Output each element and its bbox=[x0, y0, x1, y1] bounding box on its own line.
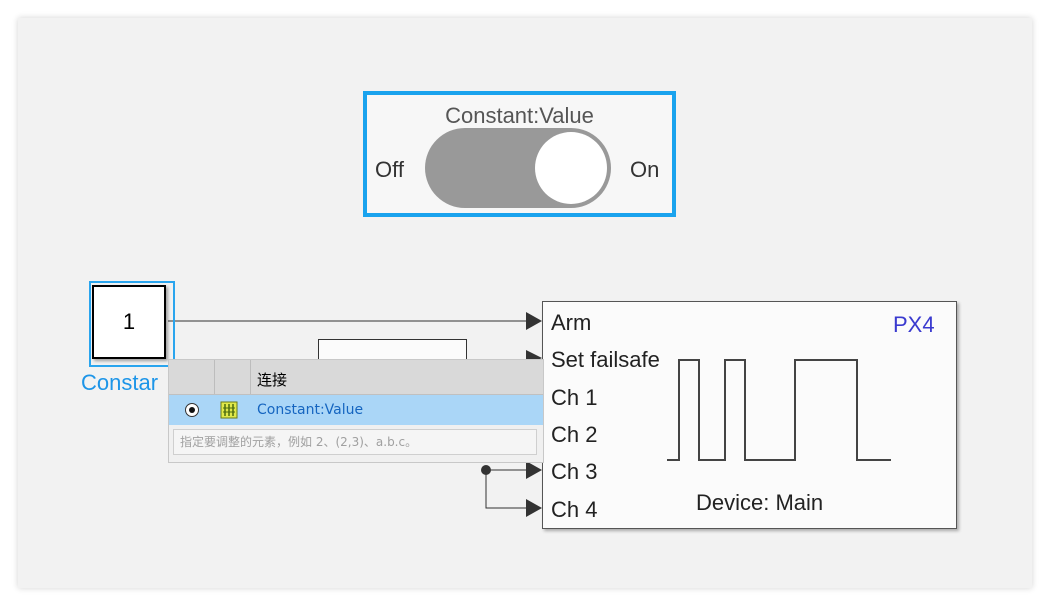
toggle-on-label: On bbox=[630, 157, 660, 182]
constant-block[interactable]: 1 bbox=[92, 285, 166, 359]
radio-selected-icon[interactable] bbox=[185, 403, 199, 417]
header-cell-radio bbox=[169, 360, 215, 394]
toggle-off-label: Off bbox=[375, 157, 404, 182]
connection-popup[interactable]: 连接 Constant:Value bbox=[168, 359, 544, 463]
constant-value: 1 bbox=[122, 309, 136, 334]
px4-device-label: Device: Main bbox=[696, 490, 824, 515]
header-connect-label: 连接 bbox=[257, 371, 288, 389]
signal-element-icon bbox=[220, 401, 238, 419]
constant-block-selection bbox=[89, 281, 175, 367]
popup-header: 连接 bbox=[169, 360, 543, 395]
port-set-failsafe: Set failsafe bbox=[551, 347, 660, 372]
port-ch1: Ch 1 bbox=[551, 385, 598, 410]
hidden-block[interactable] bbox=[318, 339, 467, 362]
connection-row-label: Constant:Value bbox=[257, 402, 364, 418]
element-filter-input[interactable] bbox=[173, 429, 537, 455]
header-cell-icon bbox=[215, 360, 251, 394]
port-ch3: Ch 3 bbox=[551, 459, 598, 484]
toggle-knob[interactable] bbox=[535, 132, 607, 204]
toggle-switch[interactable] bbox=[425, 128, 611, 208]
constant-block-name[interactable]: Constar bbox=[81, 370, 159, 395]
toggle-switch-block[interactable]: Constant:Value Off On bbox=[363, 91, 676, 217]
px4-block[interactable]: Arm Set failsafe Ch 1 Ch 2 Ch 3 Ch 4 PX4… bbox=[542, 301, 957, 529]
pwm-wave-icon bbox=[667, 359, 891, 461]
toggle-title: Constant:Value bbox=[445, 103, 594, 128]
port-ch4: Ch 4 bbox=[551, 497, 598, 522]
port-arm: Arm bbox=[551, 310, 592, 335]
px4-title: PX4 bbox=[893, 312, 935, 337]
port-ch2: Ch 2 bbox=[551, 422, 598, 447]
connection-row[interactable]: Constant:Value bbox=[169, 395, 543, 425]
